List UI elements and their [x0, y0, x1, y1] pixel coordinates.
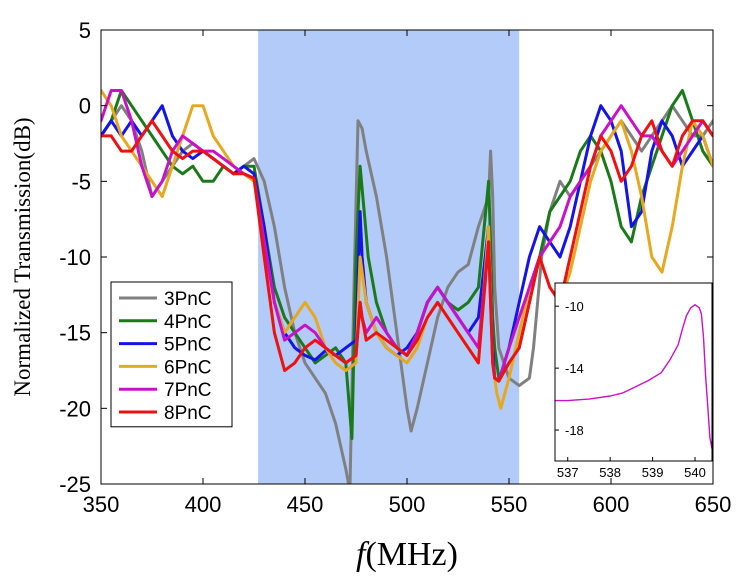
legend-label-4pnc: 4PnC — [164, 312, 212, 333]
legend-label-8pnc: 8PnC — [164, 403, 212, 424]
inset-y-tick-label: -14 — [565, 361, 584, 376]
y-tick-label: 5 — [79, 18, 91, 43]
legend-label-7pnc: 7PnC — [164, 380, 212, 401]
inset-frame — [554, 282, 713, 462]
x-tick-label: 550 — [491, 492, 528, 517]
y-tick-label: -25 — [59, 472, 91, 497]
legend-label-3pnc: 3PnC — [164, 289, 212, 310]
inset-series-line — [555, 304, 712, 449]
y-tick-label: -10 — [59, 245, 91, 270]
x-axis-label-unit: (MHz) — [365, 536, 458, 573]
y-tick-label: -20 — [59, 396, 91, 421]
series-line-7pnc — [101, 89, 713, 383]
y-tick-label: 0 — [79, 94, 91, 119]
inset-x-tick-label: 538 — [599, 465, 621, 480]
inset-plot: 537 538 539 540 -10 -14 -18 — [554, 282, 713, 480]
inset-x-tick-label: 537 — [557, 465, 579, 480]
series-group — [101, 89, 713, 484]
series-line-8pnc — [101, 119, 713, 383]
legend-box — [110, 281, 233, 428]
legend-label-6pnc: 6PnC — [164, 357, 212, 378]
x-tick-label: 600 — [593, 492, 630, 517]
inset-x-tick-label: 539 — [642, 465, 664, 480]
y-axis-label: Normalized Transmission(dB) — [10, 117, 35, 396]
x-tick-label: 350 — [83, 492, 120, 517]
inset-y-tick-label: -10 — [565, 299, 584, 314]
x-tick-label: 650 — [695, 492, 732, 517]
x-tick-label: 450 — [287, 492, 324, 517]
y-tick-label: -15 — [59, 321, 91, 346]
inset-x-tick-label: 540 — [684, 465, 706, 480]
shaded-band — [258, 30, 520, 484]
x-tick-label: 400 — [185, 492, 222, 517]
inset-series-group — [555, 304, 712, 449]
inset-y-tick-label: -18 — [565, 423, 584, 438]
series-line-6pnc — [101, 89, 713, 410]
x-axis-label: f(MHz) — [356, 536, 458, 573]
legend-label-5pnc: 5PnC — [164, 335, 212, 356]
y-tick-label: -5 — [71, 169, 91, 194]
main-plot: 350 400 450 500 550 600 650 5 0 -5 -10 -15 -20 -25 — [59, 18, 731, 517]
x-tick-label: 500 — [389, 492, 426, 517]
inset-background — [555, 283, 712, 461]
